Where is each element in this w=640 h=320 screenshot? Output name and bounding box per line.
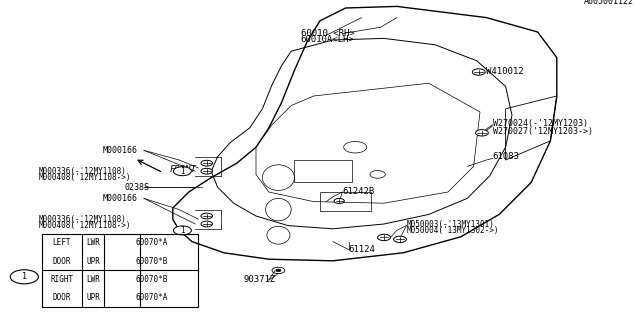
Text: W270027('12MY1203->): W270027('12MY1203->) (493, 127, 593, 136)
Text: 1: 1 (180, 226, 185, 235)
Bar (294, 160, 352, 182)
Text: 0238S: 0238S (125, 183, 150, 192)
Circle shape (394, 236, 406, 243)
Text: W270024(-'12MY1203): W270024(-'12MY1203) (493, 119, 588, 128)
Text: M000408('12MY1108->): M000408('12MY1108->) (38, 173, 131, 182)
Circle shape (201, 221, 212, 227)
Circle shape (201, 160, 212, 166)
Text: 61083: 61083 (493, 152, 520, 161)
Text: W410012: W410012 (486, 68, 524, 76)
Text: 60010A<LH>: 60010A<LH> (301, 36, 355, 44)
Text: 60010 <RH>: 60010 <RH> (301, 29, 355, 38)
Text: M000408('12MY1108->): M000408('12MY1108->) (38, 221, 131, 230)
Text: 1: 1 (22, 272, 27, 281)
Text: A605001122: A605001122 (584, 0, 634, 6)
Circle shape (472, 69, 485, 75)
Text: 1: 1 (180, 167, 185, 176)
Text: LWR: LWR (86, 275, 100, 284)
Text: 61124: 61124 (349, 245, 376, 254)
Text: M050003(-'13MY1301): M050003(-'13MY1301) (406, 220, 494, 228)
Text: UPR: UPR (86, 257, 100, 266)
Circle shape (334, 198, 344, 204)
Text: 60070*B: 60070*B (135, 275, 168, 284)
Circle shape (173, 167, 191, 176)
Text: 60070*A: 60070*A (135, 293, 168, 302)
Circle shape (276, 269, 281, 272)
Text: DOOR: DOOR (52, 293, 71, 302)
Circle shape (378, 234, 390, 241)
Text: 90371Z: 90371Z (243, 276, 275, 284)
Text: RIGHT: RIGHT (50, 275, 74, 284)
Text: M000166: M000166 (102, 146, 138, 155)
Circle shape (201, 168, 212, 174)
Circle shape (476, 130, 488, 136)
Bar (320, 192, 371, 211)
Circle shape (173, 226, 191, 235)
Bar (42, 234, 198, 307)
Text: M000336(-'12MY1108): M000336(-'12MY1108) (38, 215, 126, 224)
Text: M000336(-'12MY1108): M000336(-'12MY1108) (38, 167, 126, 176)
Text: M000166: M000166 (102, 194, 138, 203)
Text: 61242B: 61242B (342, 188, 374, 196)
Text: 60070*A: 60070*A (135, 238, 168, 247)
Text: 60070*B: 60070*B (135, 257, 168, 266)
Text: LEFT: LEFT (52, 238, 71, 247)
Text: FRONT: FRONT (170, 165, 196, 174)
Text: DOOR: DOOR (52, 257, 71, 266)
Text: LWR: LWR (86, 238, 100, 247)
Text: M050004('13MY1302->): M050004('13MY1302->) (406, 226, 499, 235)
Text: UPR: UPR (86, 293, 100, 302)
Circle shape (201, 213, 212, 219)
